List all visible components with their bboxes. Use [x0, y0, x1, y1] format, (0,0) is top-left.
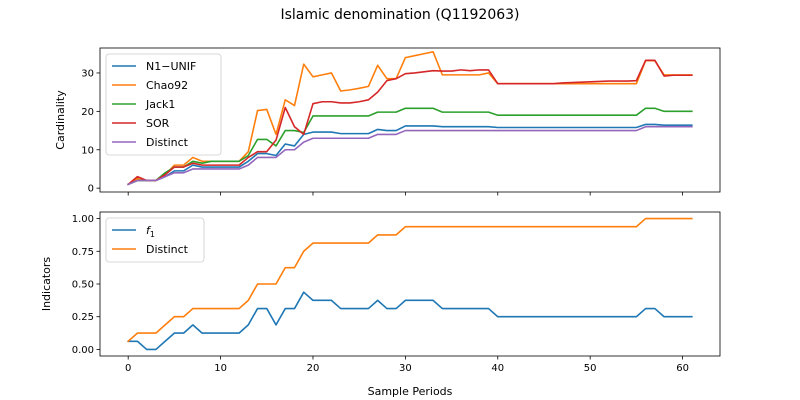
indicators-legend-label: f1: [146, 224, 155, 239]
indicators-legend: [105, 217, 205, 263]
indicators-x-tick-label: 10: [214, 363, 227, 374]
indicators-y-tick-label: 0.50: [72, 280, 94, 291]
cardinality-legend-label: SOR: [146, 117, 170, 130]
indicators-x-tick-label: 0: [125, 363, 131, 374]
indicators-x-tick-label: 40: [491, 363, 504, 374]
indicators-x-tick-label: 60: [676, 363, 689, 374]
indicators-y-tick-label: 1.00: [72, 214, 94, 225]
cardinality-series-line-2: [127, 107, 693, 186]
indicators-y-tick-label: 0.75: [72, 247, 94, 258]
cardinality-y-tick-label: 20: [81, 107, 94, 118]
cardinality-legend-label: Chao92: [146, 79, 188, 92]
cardinality-y-tick-label: 30: [81, 68, 94, 79]
indicators-x-tick-label: 20: [307, 363, 320, 374]
cardinality-legend-label: Jack1: [145, 98, 175, 111]
cardinality-series-line-0: [127, 123, 693, 186]
chart-title: Islamic denomination (Q1192063): [280, 7, 519, 23]
indicators-y-tick-label: 0.00: [72, 345, 94, 356]
indicators-y-tick-label: 0.25: [72, 312, 94, 323]
cardinality-legend-label: Distinct: [146, 136, 189, 149]
cardinality-legend-label: N1−UNIF: [146, 60, 196, 73]
cardinality-y-tick-label: 10: [81, 145, 94, 156]
cardinality-series-line-4: [127, 125, 693, 186]
indicators-x-tick-label: 50: [584, 363, 597, 374]
cardinality-plot-frame: [99, 47, 721, 193]
cardinality-series-line-3: [127, 59, 693, 186]
cardinality-y-tick-label: 0: [88, 184, 94, 195]
cardinality-panel: 0 10 20 30 Cardinality N1−UNIF Chao92 Jack1 SO…: [54, 47, 721, 196]
x-axis-label: Sample Periods: [368, 385, 453, 398]
indicators-y-axis-label: Indicators: [40, 257, 53, 312]
indicators-x-tick-label: 30: [399, 363, 412, 374]
indicators-legend-label: Distinct: [146, 243, 189, 256]
indicators-series-line-0: [127, 291, 693, 351]
indicators-series-line-1: [127, 217, 693, 343]
cardinality-legend: [105, 53, 222, 156]
cardinality-y-axis-label: Cardinality: [54, 90, 67, 150]
indicators-panel: 0 10 20 30 40 50 60 0.00 0.25 0.50 0.75 1.00 Indica…: [40, 211, 721, 398]
